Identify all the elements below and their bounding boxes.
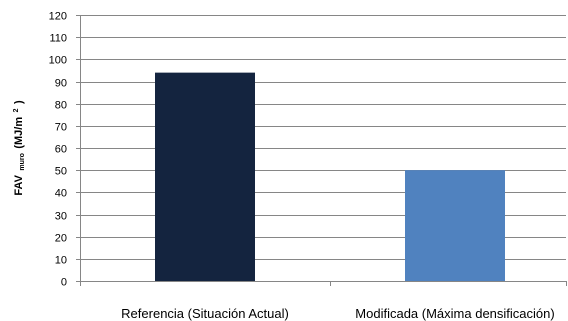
y-axis-title-main: FAV bbox=[13, 174, 25, 195]
y-axis-title-unit: (MJ/m bbox=[13, 117, 25, 149]
y-tick-label: 60 bbox=[55, 144, 67, 156]
y-tick-label: 100 bbox=[49, 55, 67, 67]
y-tick-label: 120 bbox=[49, 11, 67, 23]
y-tick-label: 110 bbox=[49, 33, 67, 45]
y-axis-title-subscript: muro bbox=[19, 153, 26, 171]
bar-1 bbox=[155, 72, 255, 281]
y-tick-label: 20 bbox=[55, 233, 67, 245]
y-tick-label: 40 bbox=[55, 188, 67, 200]
y-tick-label: 80 bbox=[55, 100, 67, 112]
y-axis-title-unit-superscript: 2 bbox=[13, 108, 20, 112]
x-axis-ticks: Referencia (Situación Actual) Modificada … bbox=[80, 281, 567, 321]
bar-2 bbox=[405, 170, 505, 281]
y-axis-ticks: 0 10 20 30 40 50 60 70 80 90 100 110 120 bbox=[49, 11, 80, 289]
y-tick-label: 90 bbox=[55, 78, 67, 90]
y-tick-label: 50 bbox=[55, 166, 67, 178]
x-tick-label: Modificada (Máxima densificación) bbox=[355, 306, 554, 321]
y-tick-label: 10 bbox=[55, 255, 67, 267]
y-tick-label: 0 bbox=[61, 277, 67, 289]
y-axis-title: FAV muro (MJ/m 2 ) bbox=[5, 100, 28, 196]
y-tick-label: 30 bbox=[55, 211, 67, 223]
y-tick-label: 70 bbox=[55, 122, 67, 134]
bars bbox=[155, 72, 505, 281]
x-tick-label: Referencia (Situación Actual) bbox=[121, 306, 289, 321]
y-axis-title-unit-close: ) bbox=[13, 100, 25, 104]
